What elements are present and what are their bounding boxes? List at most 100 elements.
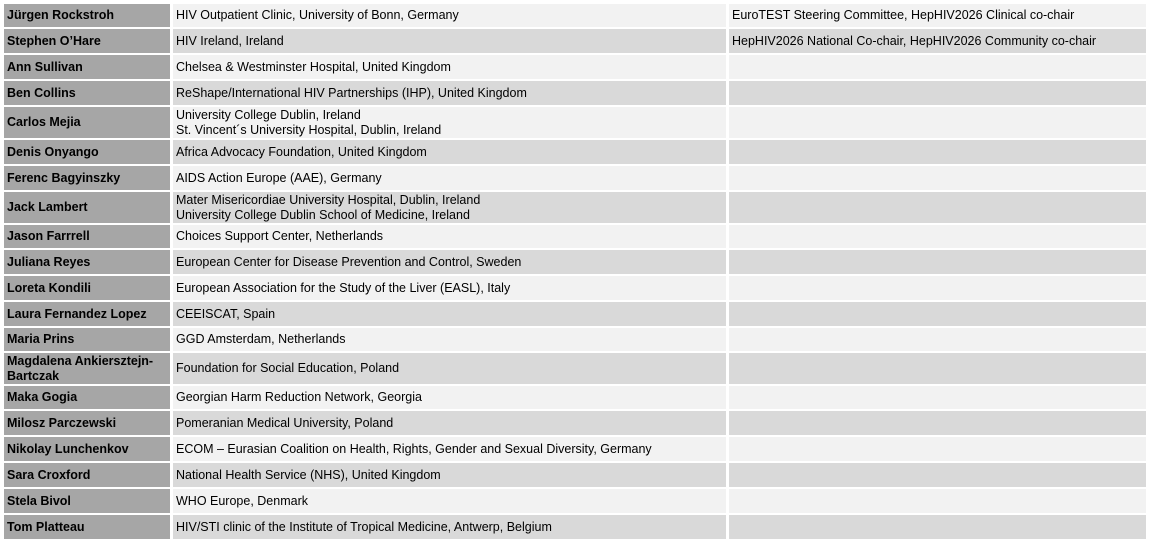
affiliation-cell: University College Dublin, Ireland St. Vi… [173,107,726,138]
table-row: Maria Prins GGD Amsterdam, Netherlands [4,328,1146,351]
member-name-cell: Carlos Mejia [4,107,170,138]
table-row: Sara Croxford National Health Service (NH… [4,463,1146,487]
member-name-cell: Loreta Kondili [4,276,170,300]
affiliation-line: CEEISCAT, Spain [176,306,276,321]
affiliation-line: European Center for Disease Prevention a… [176,254,522,269]
affiliation-cell: National Health Service (NHS), United Ki… [173,463,726,487]
role-cell [729,81,1146,105]
affiliation-line: Chelsea & Westminster Hospital, United K… [176,59,451,74]
member-name-cell: Juliana Reyes [4,250,170,274]
table-row: Magdalena Ankiersztejn-Bartczak Foundatio… [4,353,1146,384]
affiliation-cell: HIV Outpatient Clinic, University of Bon… [173,4,726,27]
affiliation-cell: GGD Amsterdam, Netherlands [173,328,726,351]
table-row: Ferenc Bagyinszky AIDS Action Europe (AAE… [4,166,1146,190]
table-row: Stephen O’Hare HIV Ireland, Ireland HepHIV… [4,29,1146,53]
affiliation-line: HIV Outpatient Clinic, University of Bon… [176,8,459,22]
affiliation-line: Foundation for Social Education, Poland [176,361,400,375]
affiliation-cell: Choices Support Center, Netherlands [173,225,726,248]
role-cell [729,55,1146,79]
affiliation-line: GGD Amsterdam, Netherlands [176,332,346,346]
affiliation-cell: Africa Advocacy Foundation, United Kingd… [173,140,726,164]
role-cell [729,166,1146,190]
affiliation-cell: CEEISCAT, Spain [173,302,726,326]
affiliation-cell: Foundation for Social Education, Poland [173,353,726,384]
member-name-cell: Denis Onyango [4,140,170,164]
table-row: Jack Lambert Mater Misericordiae Universi… [4,192,1146,223]
table-row: Jürgen Rockstroh HIV Outpatient Clinic, U… [4,4,1146,27]
member-name-cell: Tom Platteau [4,515,170,539]
member-name-cell: Maria Prins [4,328,170,351]
affiliation-cell: HIV Ireland, Ireland [173,29,726,53]
affiliation-line: European Association for the Study of th… [176,280,511,295]
affiliation-line: Mater Misericordiae University Hospital,… [176,192,481,207]
member-name-cell: Jürgen Rockstroh [4,4,170,27]
committee-table-body: Jürgen Rockstroh HIV Outpatient Clinic, U… [4,4,1146,539]
affiliation-cell: ReShape/International HIV Partnerships (… [173,81,726,105]
table-row: Loreta Kondili European Association for t… [4,276,1146,300]
role-cell: EuroTEST Steering Committee, HepHIV2026 … [729,4,1146,27]
role-cell [729,515,1146,539]
role-cell [729,386,1146,409]
table-row: Denis Onyango Africa Advocacy Foundation,… [4,140,1146,164]
affiliation-cell: HIV/STI clinic of the Institute of Tropi… [173,515,726,539]
role-cell [729,437,1146,461]
member-name-cell: Sara Croxford [4,463,170,487]
affiliation-line: ReShape/International HIV Partnerships (… [176,85,527,100]
role-cell [729,411,1146,435]
table-row: Milosz Parczewski Pomeranian Medical Univ… [4,411,1146,435]
member-name-cell: Ann Sullivan [4,55,170,79]
affiliation-cell: European Association for the Study of th… [173,276,726,300]
table-row: Nikolay Lunchenkov ECOM – Eurasian Coalit… [4,437,1146,461]
table-row: Ben Collins ReShape/International HIV Par… [4,81,1146,105]
role-cell [729,250,1146,274]
affiliation-line: WHO Europe, Denmark [176,493,308,508]
affiliation-line: Pomeranian Medical University, Poland [176,415,394,430]
member-name-cell: Milosz Parczewski [4,411,170,435]
role-cell [729,463,1146,487]
affiliation-line: HIV Ireland, Ireland [176,33,284,48]
role-cell [729,225,1146,248]
affiliation-cell: Mater Misericordiae University Hospital,… [173,192,726,223]
role-cell [729,276,1146,300]
role-cell: HepHIV2026 National Co-chair, HepHIV2026… [729,29,1146,53]
table-row: Ann Sullivan Chelsea & Westminster Hospit… [4,55,1146,79]
role-cell [729,489,1146,513]
affiliation-line: St. Vincent´s University Hospital, Dubli… [176,122,442,137]
affiliation-cell: Chelsea & Westminster Hospital, United K… [173,55,726,79]
affiliation-line: Georgian Harm Reduction Network, Georgia [176,390,422,404]
member-name-cell: Jason Farrrell [4,225,170,248]
table-row: Laura Fernandez Lopez CEEISCAT, Spain [4,302,1146,326]
affiliation-line: Africa Advocacy Foundation, United Kingd… [176,144,427,159]
role-cell [729,107,1146,138]
affiliation-cell: European Center for Disease Prevention a… [173,250,726,274]
affiliation-cell: WHO Europe, Denmark [173,489,726,513]
member-name-cell: Laura Fernandez Lopez [4,302,170,326]
affiliation-cell: ECOM – Eurasian Coalition on Health, Rig… [173,437,726,461]
member-name-cell: Magdalena Ankiersztejn-Bartczak [4,353,170,384]
affiliation-cell: AIDS Action Europe (AAE), Germany [173,166,726,190]
role-cell [729,140,1146,164]
affiliation-line: University College Dublin, Ireland [176,107,361,122]
table-row: Maka Gogia Georgian Harm Reduction Networ… [4,386,1146,409]
role-cell [729,302,1146,326]
affiliation-cell: Pomeranian Medical University, Poland [173,411,726,435]
table-row: Juliana Reyes European Center for Disease… [4,250,1146,274]
affiliation-cell: Georgian Harm Reduction Network, Georgia [173,386,726,409]
member-name-cell: Nikolay Lunchenkov [4,437,170,461]
affiliation-line: Choices Support Center, Netherlands [176,229,384,243]
role-cell [729,353,1146,384]
affiliation-line: National Health Service (NHS), United Ki… [176,467,441,482]
table-row: Carlos Mejia University College Dublin, I… [4,107,1146,138]
affiliation-line: University College Dublin School of Medi… [176,207,470,222]
affiliation-line: AIDS Action Europe (AAE), Germany [176,170,382,185]
member-name-cell: Jack Lambert [4,192,170,223]
table-row: Jason Farrrell Choices Support Center, Ne… [4,225,1146,248]
table-row: Tom Platteau HIV/STI clinic of the Instit… [4,515,1146,539]
affiliation-line: HIV/STI clinic of the Institute of Tropi… [176,519,552,534]
member-name-cell: Stela Bivol [4,489,170,513]
table-row: Stela Bivol WHO Europe, Denmark [4,489,1146,513]
role-cell [729,328,1146,351]
member-name-cell: Ferenc Bagyinszky [4,166,170,190]
member-name-cell: Maka Gogia [4,386,170,409]
